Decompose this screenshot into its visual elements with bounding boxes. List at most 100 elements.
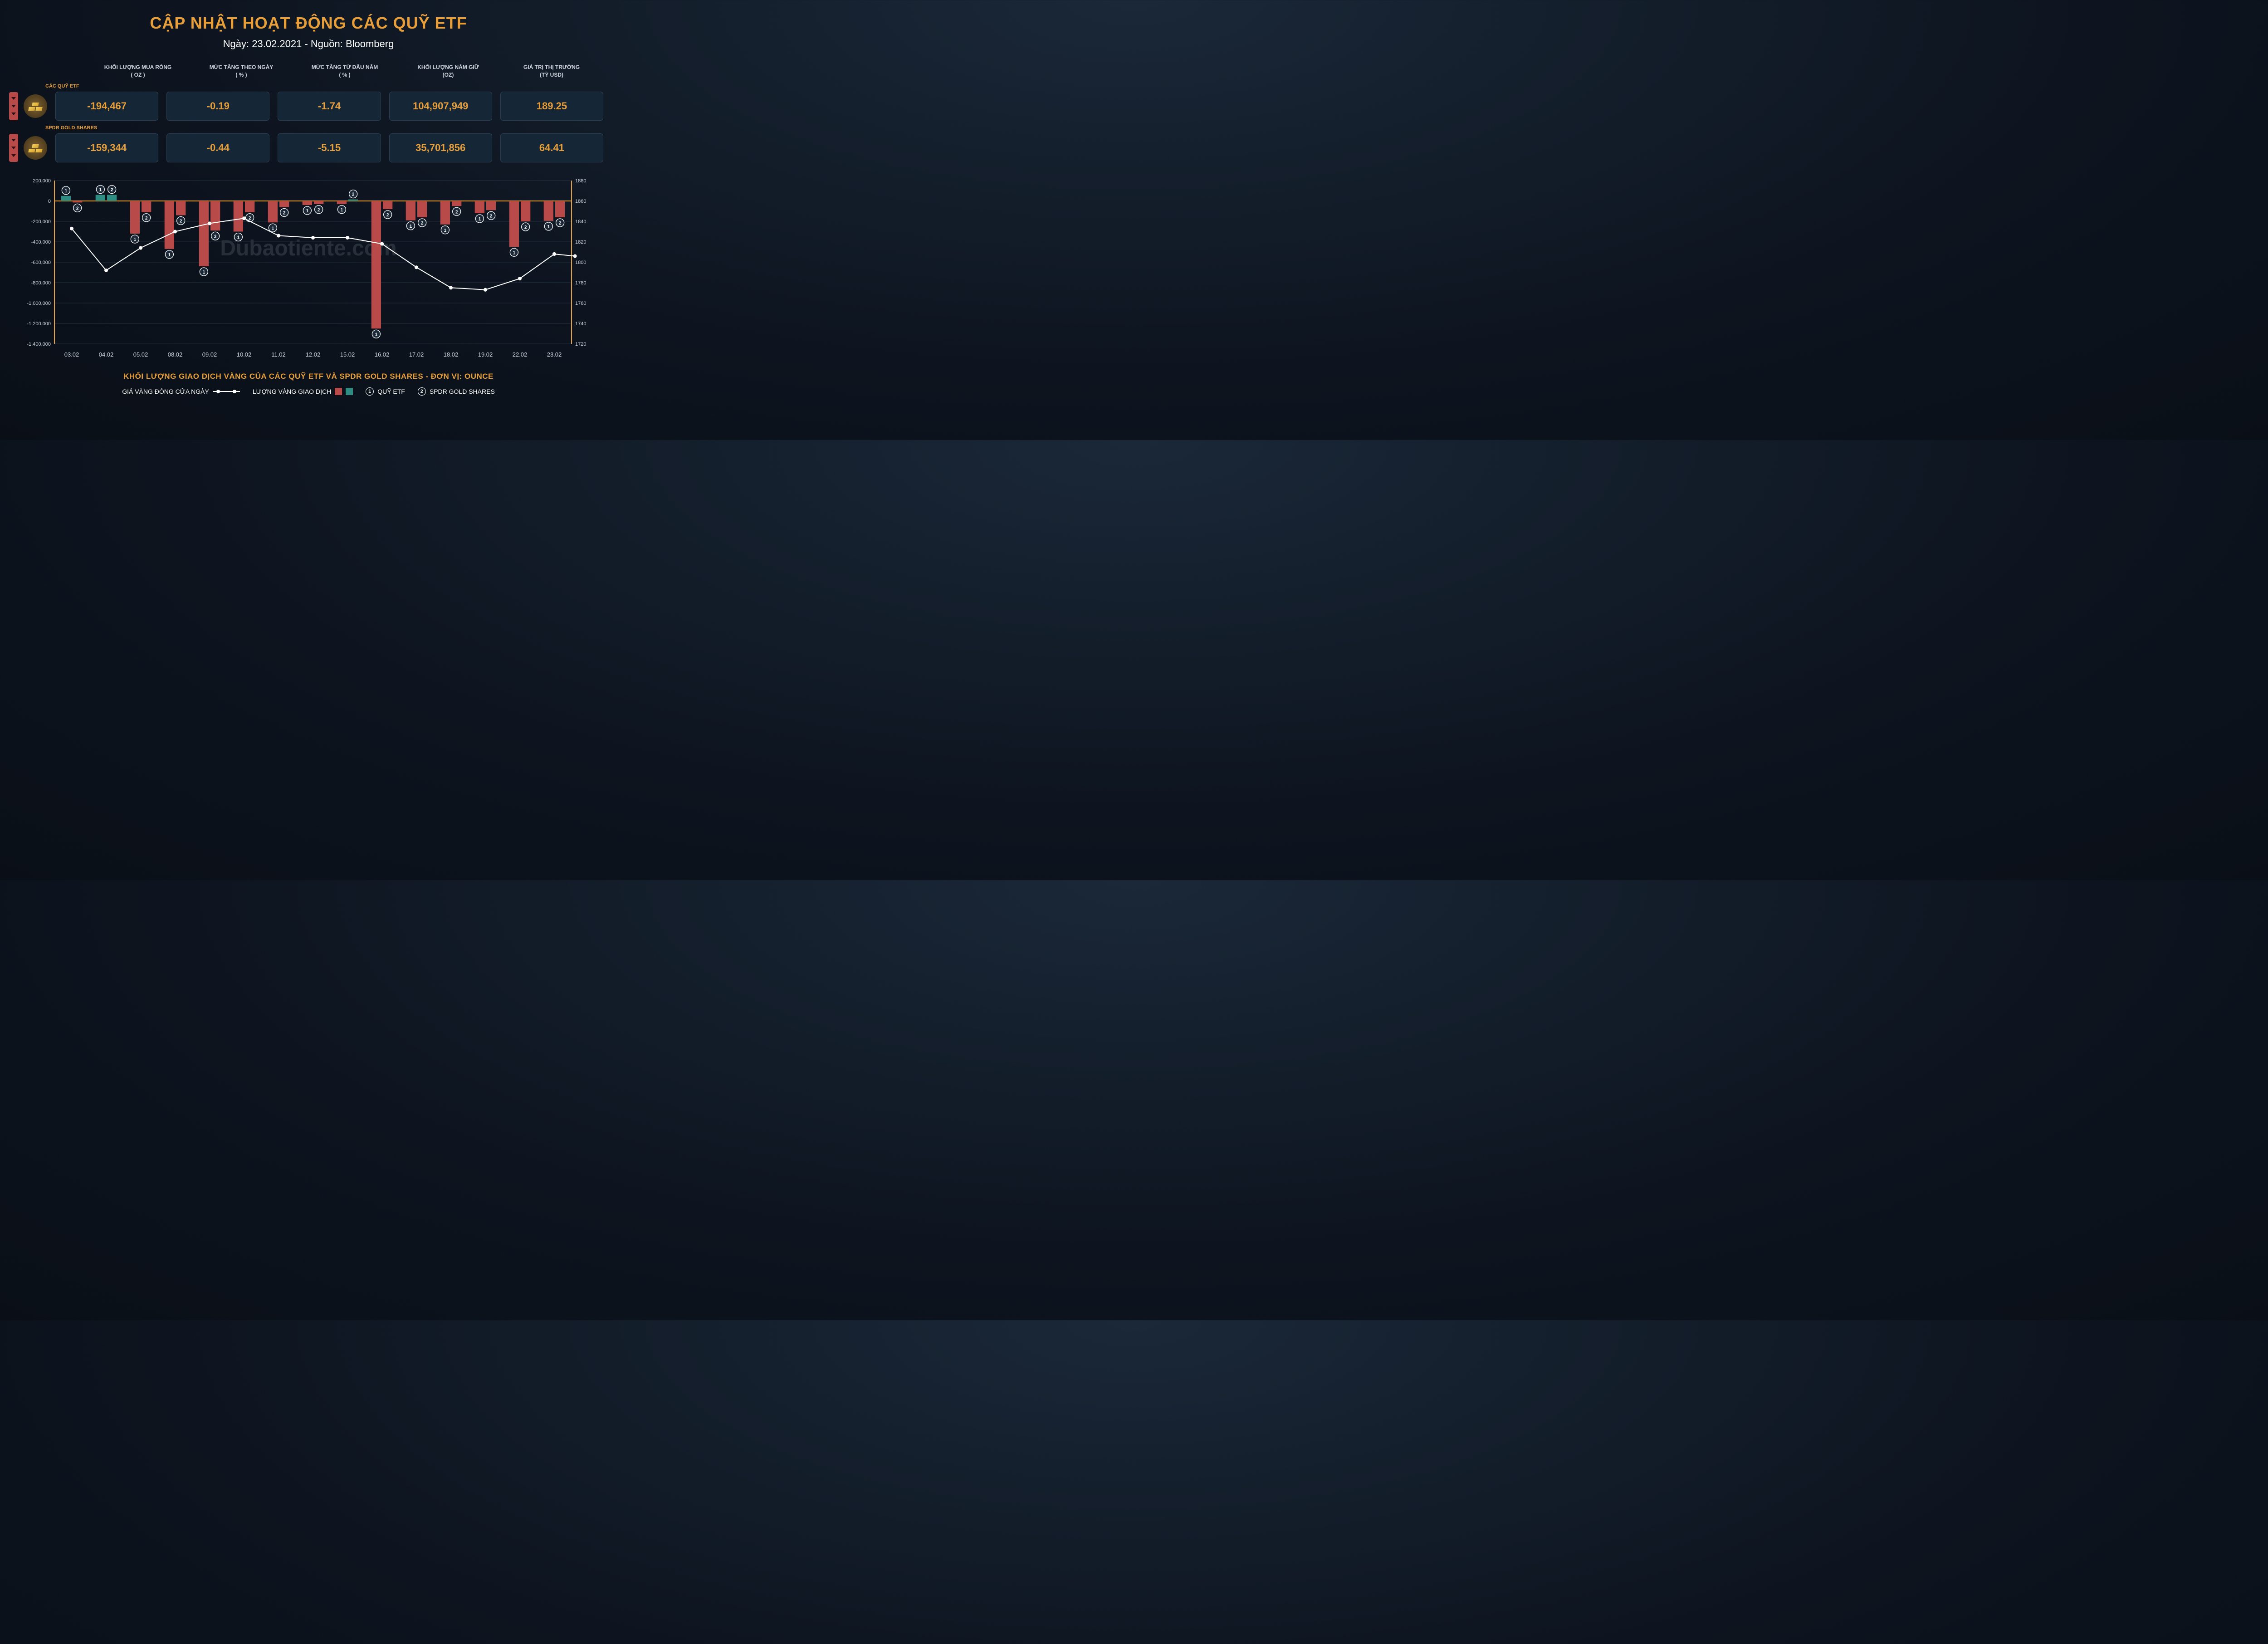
line-marker-icon [213,391,240,392]
svg-text:1: 1 [237,235,240,240]
data-row: -194,467 -0.19 -1.74 104,907,949 189.25 [9,92,603,121]
svg-text:200,000: 200,000 [33,178,51,184]
svg-text:1: 1 [547,224,550,229]
svg-text:1: 1 [410,224,412,229]
row-label: SPDR GOLD SHARES [45,125,603,131]
svg-text:2: 2 [249,215,251,220]
svg-text:18.02: 18.02 [444,351,459,358]
column-header: MỨC TĂNG TỪ ĐẦU NĂM( % ) [293,64,396,79]
svg-text:1800: 1800 [575,260,586,265]
chart-svg: 200,0000-200,000-400,000-600,000-800,000… [18,176,599,367]
data-cell: -159,344 [55,133,158,162]
data-rows: CÁC QUỸ ETF -194,467 -0.19 -1.74 104,907,949… [0,83,617,162]
svg-text:03.02: 03.02 [64,351,79,358]
svg-text:1720: 1720 [575,342,586,347]
svg-text:12.02: 12.02 [306,351,321,358]
page-title: CẬP NHẬT HOẠT ĐỘNG CÁC QUỸ ETF [0,0,617,33]
column-header: GIÁ TRỊ THỊ TRƯỜNG(TỶ USD) [500,64,603,79]
negative-swatch-icon [335,388,342,395]
svg-text:09.02: 09.02 [202,351,217,358]
svg-text:2: 2 [318,207,320,212]
svg-text:08.02: 08.02 [168,351,183,358]
svg-text:1: 1 [99,187,102,192]
svg-text:10.02: 10.02 [237,351,252,358]
svg-text:04.02: 04.02 [99,351,114,358]
svg-text:1740: 1740 [575,321,586,327]
svg-text:-400,000: -400,000 [31,240,51,245]
data-cell: 189.25 [500,92,603,121]
legend: GIÁ VÀNG ĐÓNG CỬA NGÀY LƯỢNG VÀNG GIAO D… [18,387,599,409]
svg-text:-1,400,000: -1,400,000 [27,342,51,347]
chart-caption: KHỐI LƯỢNG GIAO DỊCH VÀNG CỦA CÁC QUỸ ET… [18,372,599,381]
svg-text:1820: 1820 [575,240,586,245]
down-indicator-icon [9,92,18,120]
page-subtitle: Ngày: 23.02.2021 - Nguồn: Bloomberg [0,38,617,50]
svg-text:1: 1 [444,228,447,233]
svg-text:15.02: 15.02 [340,351,355,358]
data-row-wrap: CÁC QUỸ ETF -194,467 -0.19 -1.74 104,907,949… [0,83,617,121]
svg-text:19.02: 19.02 [478,351,493,358]
data-cell: -0.19 [166,92,269,121]
svg-text:2: 2 [421,221,424,226]
legend-series1-label: QUỸ ETF [377,388,405,395]
column-headers: KHỐI LƯỢNG MUA RÒNG( OZ )MỨC TĂNG THEO N… [0,64,617,79]
column-header: KHỐI LƯỢNG MUA RÒNG( OZ ) [86,64,190,79]
svg-text:1: 1 [65,188,68,193]
data-cell: -1.74 [278,92,381,121]
data-cell: 104,907,949 [389,92,492,121]
chart-area: 200,0000-200,000-400,000-600,000-800,000… [18,176,599,409]
svg-text:2: 2 [559,221,562,226]
positive-swatch-icon [346,388,353,395]
gold-icon [24,136,47,160]
svg-text:11.02: 11.02 [271,351,286,358]
series1-marker-icon: 1 [366,387,374,396]
svg-text:2: 2 [145,215,148,220]
svg-text:1: 1 [203,270,205,275]
svg-text:2: 2 [76,206,79,211]
svg-text:23.02: 23.02 [547,351,562,358]
svg-text:2: 2 [180,219,182,224]
svg-text:-800,000: -800,000 [31,280,51,286]
data-cell: -194,467 [55,92,158,121]
svg-text:1: 1 [272,226,274,231]
svg-text:-1,000,000: -1,000,000 [27,301,51,306]
data-row: -159,344-0.44-5.1535,701,85664.41 [9,133,603,162]
svg-text:2: 2 [214,234,217,239]
svg-text:1: 1 [306,209,309,214]
svg-text:1880: 1880 [575,178,586,184]
svg-text:22.02: 22.02 [513,351,528,358]
svg-text:-1,200,000: -1,200,000 [27,321,51,327]
legend-price: GIÁ VÀNG ĐÓNG CỬA NGÀY [122,388,240,395]
data-cell: -5.15 [278,133,381,162]
legend-series2: 2 SPDR GOLD SHARES [418,387,495,396]
svg-text:1: 1 [134,237,137,242]
svg-text:1860: 1860 [575,199,586,204]
svg-text:1: 1 [513,250,516,255]
svg-text:2: 2 [490,214,493,219]
svg-text:1840: 1840 [575,219,586,225]
row-label: CÁC QUỸ ETF [45,83,603,89]
data-cell: -0.44 [166,133,269,162]
data-cell: 35,701,856 [389,133,492,162]
svg-text:05.02: 05.02 [133,351,148,358]
svg-text:1: 1 [479,217,481,222]
svg-text:17.02: 17.02 [409,351,424,358]
svg-text:2: 2 [352,192,355,197]
svg-text:1760: 1760 [575,301,586,306]
legend-series2-label: SPDR GOLD SHARES [430,388,495,395]
data-row-wrap: SPDR GOLD SHARES -159,344 -0.44 -5.15 35,701… [0,125,617,162]
svg-text:2: 2 [386,213,389,218]
svg-text:2: 2 [455,210,458,215]
svg-text:0: 0 [48,199,51,204]
legend-series1: 1 QUỸ ETF [366,387,405,396]
svg-text:1: 1 [375,332,378,337]
down-indicator-icon [9,134,18,162]
gold-icon [24,94,47,118]
svg-text:1: 1 [168,252,171,257]
legend-volume-label: LƯỢNG VÀNG GIAO DỊCH [253,388,331,395]
svg-text:2: 2 [524,225,527,230]
legend-volume: LƯỢNG VÀNG GIAO DỊCH [253,388,353,395]
column-header: KHỐI LƯỢNG NẮM GIỮ(OZ) [396,64,500,79]
svg-text:2: 2 [111,187,113,192]
svg-text:-200,000: -200,000 [31,219,51,225]
